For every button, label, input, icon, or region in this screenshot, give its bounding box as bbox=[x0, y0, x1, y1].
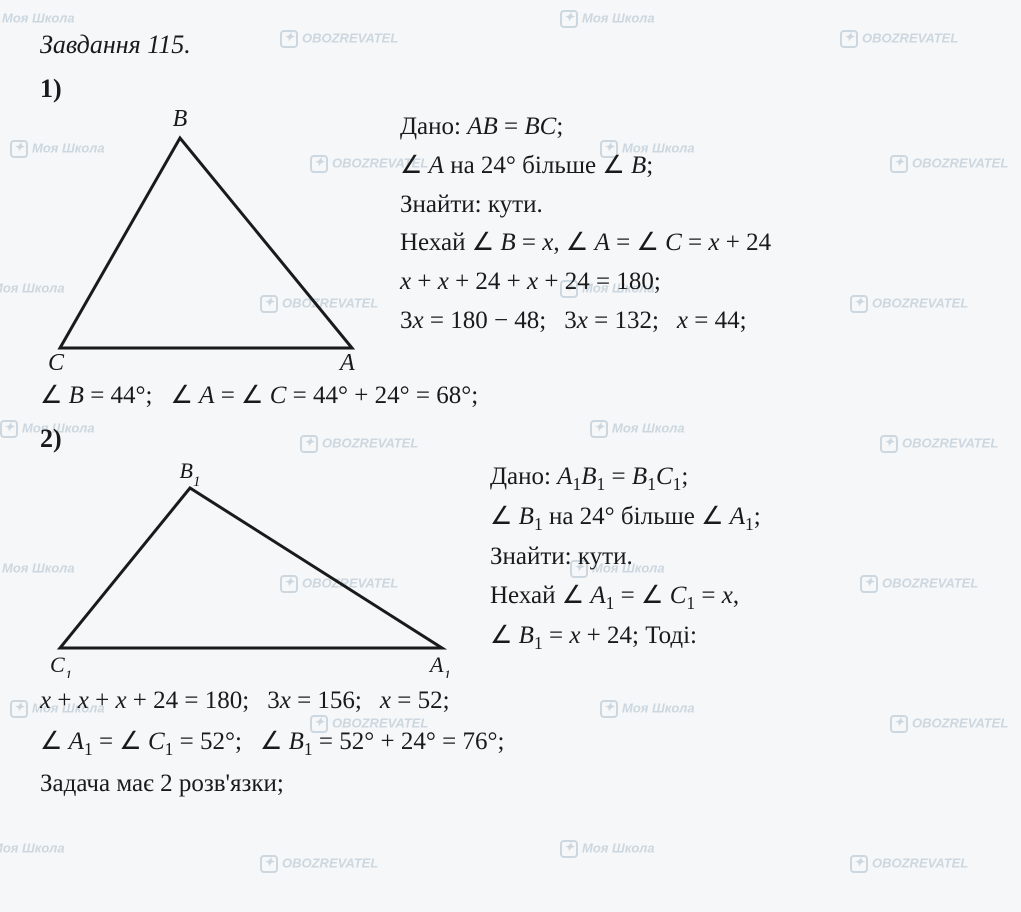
svg-text:A1: A1 bbox=[428, 652, 451, 678]
part2-text: Дано: A1B1 = B1C1; ∠ B1 на 24° більше ∠ … bbox=[490, 458, 981, 657]
p2-end: Задача має 2 розв'язки; bbox=[40, 765, 981, 804]
triangle1-diagram: B C A bbox=[40, 108, 370, 373]
triangle2-diagram: B1 C1 A1 bbox=[40, 458, 460, 678]
svg-text:A: A bbox=[338, 350, 355, 373]
p1-cond: ∠ A на 24° більше ∠ B; bbox=[400, 147, 981, 186]
svg-text:C1: C1 bbox=[50, 652, 72, 678]
svg-text:B1: B1 bbox=[180, 458, 201, 490]
p1-eq1: x + x + 24 + x + 24 = 180; bbox=[400, 263, 981, 302]
part1-text: Дано: AB = BC; ∠ A на 24° більше ∠ B; Зн… bbox=[400, 108, 981, 341]
p1-eq2: 3x = 180 − 48;3x = 132;x = 44; bbox=[400, 302, 981, 341]
part2-number: 2) bbox=[40, 424, 981, 454]
p2-ans1: ∠ A1 = ∠ C1 = 52°;∠ B1 = 52° + 24° = 76°… bbox=[40, 723, 981, 763]
p2-find: Знайти: кути. bbox=[490, 538, 981, 577]
p2-eq1: x + x + x + 24 = 180;3x = 156;x = 52; bbox=[40, 682, 981, 721]
p1-answer: ∠ B = 44°;∠ A = ∠ C = 44° + 24° = 68°; bbox=[40, 377, 981, 416]
p2-given: Дано: A1B1 = B1C1; bbox=[490, 458, 981, 498]
main-content: Завдання 115. 1) B C A Дано: AB = BC; ∠ … bbox=[40, 30, 981, 803]
part1-number: 1) bbox=[40, 74, 981, 104]
svg-text:C: C bbox=[48, 350, 65, 373]
p1-let: Нехай ∠ B = x, ∠ A = ∠ C = x + 24 bbox=[400, 224, 981, 263]
p2-let: Нехай ∠ A1 = ∠ C1 = x, bbox=[490, 577, 981, 617]
task-title: Завдання 115. bbox=[40, 30, 981, 60]
p2-letb: ∠ B1 = x + 24; Тоді: bbox=[490, 617, 981, 657]
part2-row: B1 C1 A1 Дано: A1B1 = B1C1; ∠ B1 на 24° … bbox=[40, 458, 981, 678]
p2-cond: ∠ B1 на 24° більше ∠ A1; bbox=[490, 498, 981, 538]
svg-text:B: B bbox=[173, 108, 188, 132]
part1-row: B C A Дано: AB = BC; ∠ A на 24° більше ∠… bbox=[40, 108, 981, 373]
p1-given: Дано: AB = BC; bbox=[400, 108, 981, 147]
p1-find: Знайти: кути. bbox=[400, 186, 981, 225]
